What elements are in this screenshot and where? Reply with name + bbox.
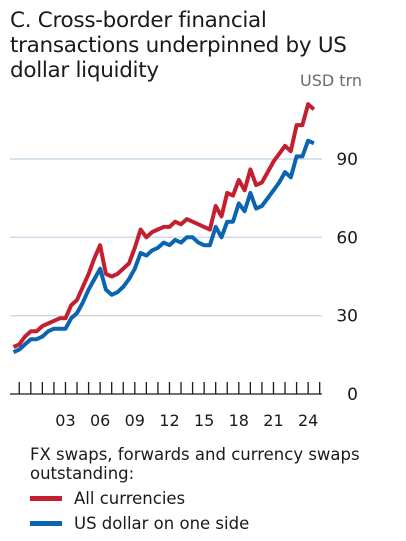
x-tick-label-12: 12 — [159, 411, 179, 430]
legend-swatch-us-dollar — [30, 520, 62, 526]
series-line-us-dollar-on-one-side — [12, 138, 315, 355]
gridlines — [10, 158, 322, 317]
x-tick-label-15: 15 — [194, 411, 214, 430]
y-tick-label-60: 60 — [336, 228, 358, 248]
series-line-all-currencies — [12, 102, 316, 349]
legend-label-all-currencies: All currencies — [74, 488, 186, 508]
chart-title: C. Cross-border financial transactions u… — [10, 8, 347, 83]
y-axis-labels: 0 30 60 90 — [336, 150, 358, 405]
line-chart: 0 30 60 90 03 06 09 12 15 18 21 24 — [10, 102, 358, 430]
x-tick-label-06: 06 — [90, 411, 110, 430]
legend-heading: FX swaps, forwards and currency swaps ou… — [30, 445, 360, 483]
x-tick-label-03: 03 — [55, 411, 75, 430]
x-tick-label-21: 21 — [263, 411, 283, 430]
x-tick-label-24: 24 — [298, 411, 318, 430]
x-tick-label-09: 09 — [125, 411, 145, 430]
y-tick-label-90: 90 — [336, 150, 358, 170]
legend-item-all-currencies: All currencies — [30, 488, 185, 508]
x-axis — [10, 382, 322, 395]
y-tick-label-0: 0 — [347, 385, 358, 405]
legend-label-us-dollar: US dollar on one side — [74, 513, 250, 533]
legend-item-us-dollar: US dollar on one side — [30, 513, 249, 533]
series-lines — [12, 102, 316, 355]
unit-label: USD trn — [300, 71, 362, 90]
x-axis-labels: 03 06 09 12 15 18 21 24 — [55, 411, 318, 430]
y-tick-label-30: 30 — [336, 307, 358, 327]
legend-swatch-all-currencies — [30, 495, 62, 501]
x-tick-label-18: 18 — [229, 411, 249, 430]
